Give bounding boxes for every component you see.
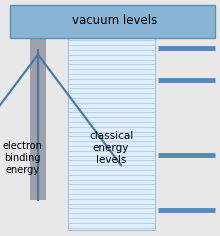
Text: classical
energy
levels: classical energy levels: [89, 131, 133, 164]
Text: vacuum levels: vacuum levels: [72, 14, 158, 28]
Bar: [30, 38, 46, 200]
Bar: [10, 5, 215, 38]
Text: electron
binding
energy: electron binding energy: [2, 141, 42, 175]
Bar: [68, 38, 155, 230]
